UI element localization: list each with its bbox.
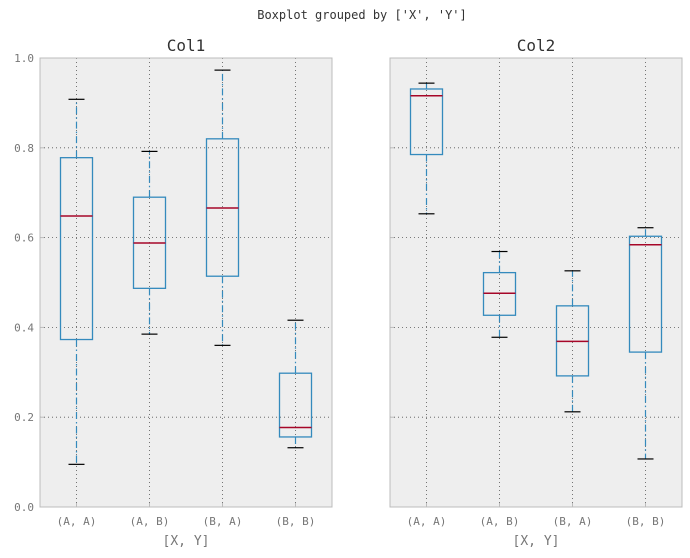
- x-tick-label: (B, A): [203, 515, 243, 528]
- y-tick-label: 0.8: [14, 142, 34, 155]
- iqr-box: [409, 88, 444, 156]
- plot-area: [390, 58, 682, 507]
- plot-area: [40, 58, 332, 507]
- box-2: [132, 150, 167, 335]
- y-tick-label: 1.0: [14, 52, 34, 65]
- figure-suptitle: Boxplot grouped by ['X', 'Y']: [257, 8, 467, 22]
- x-tick-label: (A, B): [130, 515, 170, 528]
- x-tick-label: (A, B): [480, 515, 520, 528]
- box-3: [205, 69, 240, 346]
- x-axis-label: [X, Y]: [163, 534, 210, 549]
- panel-2: (A, A) (A, B) (B, A) (B, B) Col2 [X, Y]: [389, 36, 683, 549]
- y-tick-label: 0.6: [14, 232, 34, 245]
- iqr-box: [278, 372, 313, 438]
- box-1: [409, 82, 444, 215]
- y-tick-label: 0.2: [14, 411, 34, 424]
- iqr-box: [628, 235, 663, 353]
- x-tick-label: (B, B): [276, 515, 316, 528]
- box-4: [628, 227, 663, 460]
- box-1: [59, 98, 94, 465]
- panel-1: 0.0 0.2 0.4 0.6 0.8 1.0 (A, A) (A, B) (B, A) (B, …: [14, 36, 333, 549]
- plot-border: [39, 57, 333, 508]
- x-tick-label: (B, B): [626, 515, 666, 528]
- iqr-box: [59, 157, 94, 341]
- box-2: [482, 250, 517, 338]
- x-tick-label: (A, A): [57, 515, 97, 528]
- x-tick-label: (B, A): [553, 515, 593, 528]
- panel-title: Col1: [167, 36, 206, 55]
- y-tick-label: 0.4: [14, 321, 34, 334]
- panel-title: Col2: [517, 36, 556, 55]
- y-tick-label: 0.0: [14, 501, 34, 514]
- x-axis-label: [X, Y]: [513, 534, 560, 549]
- plot-border: [389, 57, 683, 508]
- box-4: [278, 319, 313, 449]
- x-tick-label: (A, A): [407, 515, 447, 528]
- panels: 0.0 0.2 0.4 0.6 0.8 1.0 (A, A) (A, B) (B, A) (B, …: [14, 36, 683, 549]
- box-3: [555, 270, 590, 413]
